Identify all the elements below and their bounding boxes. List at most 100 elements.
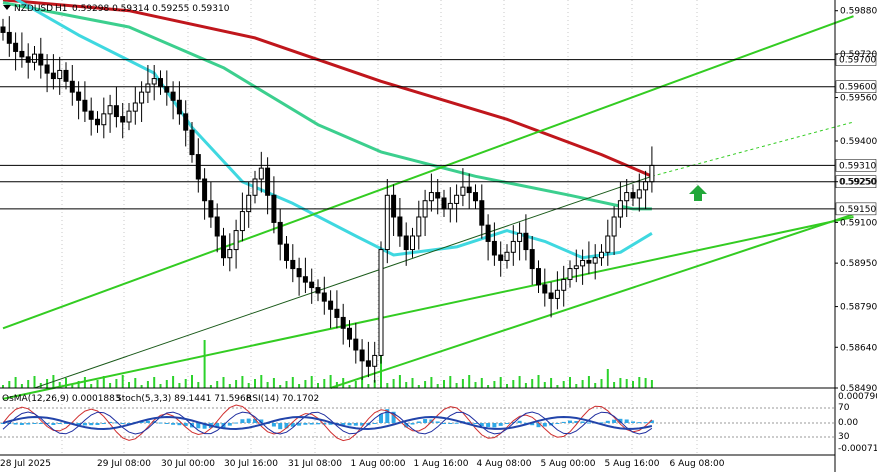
volume-bar [241, 376, 244, 388]
osma-bar [605, 420, 610, 423]
volume-bar [619, 378, 622, 388]
osma-bar [158, 422, 163, 424]
candle-body [113, 105, 119, 118]
candle-body [460, 186, 466, 196]
candle-body [32, 53, 37, 63]
osma-bar [114, 422, 119, 424]
volume-bar [606, 369, 609, 388]
candle-body [523, 232, 529, 251]
volume-bar [298, 384, 301, 388]
osma-bar [328, 423, 333, 425]
osma-bar [391, 411, 396, 423]
osma-bar [32, 423, 37, 424]
ohlc-label: 0.59298 0.59314 0.59255 0.59310 [72, 4, 230, 14]
price-tick-label: 0.59560 [840, 94, 877, 104]
volume-bar [430, 377, 433, 388]
osma-bar [492, 423, 497, 428]
volume-bar [493, 381, 496, 388]
candle-body [441, 197, 447, 210]
volume-bar [77, 381, 80, 388]
osma-bar [574, 421, 579, 423]
volume-bar [71, 385, 74, 388]
volume-bar [165, 380, 168, 388]
volume-bar [543, 382, 546, 388]
osma-bar [64, 423, 68, 424]
candle-body [19, 50, 25, 58]
volume-bar [449, 376, 452, 388]
volume-bar [537, 375, 540, 388]
candle-body [580, 259, 586, 267]
candle-body [189, 129, 195, 156]
osma-bar [38, 423, 43, 424]
osma-bar [290, 423, 295, 427]
volume-bar [474, 382, 477, 388]
candle-body [290, 259, 296, 270]
candle-body [548, 292, 554, 299]
osma-bar [523, 422, 528, 424]
candle-body [586, 259, 592, 264]
volume-bar [285, 381, 288, 388]
osma-bar [183, 423, 188, 427]
volume-bar [317, 383, 319, 388]
osma-bar [82, 423, 87, 426]
osma-bar [278, 423, 283, 430]
candle-body [221, 235, 226, 259]
osma-bar [322, 423, 327, 425]
osma-bar [448, 423, 453, 424]
candle-body [384, 194, 390, 251]
candle-body [126, 110, 132, 123]
osma-bar [473, 423, 478, 424]
volume-bar [506, 384, 508, 388]
volume-bar [146, 381, 149, 388]
candle-body [44, 64, 50, 74]
collapse-arrow-icon[interactable] [3, 5, 11, 10]
osma-bar [145, 420, 150, 423]
osma-bar [505, 423, 509, 424]
volume-bar [178, 383, 181, 388]
osma-bar [101, 423, 106, 424]
candle-body [76, 91, 82, 101]
volume-bar [480, 378, 483, 388]
osma-bar [234, 422, 239, 424]
osma-bar [51, 423, 56, 425]
osma-bar [341, 423, 346, 426]
osma-bar [467, 422, 472, 424]
candle-body [397, 216, 403, 237]
volume-bar [254, 379, 256, 388]
candle-body [485, 224, 491, 242]
volume-bar [58, 382, 61, 388]
candle-body [636, 189, 642, 199]
candle-body [164, 86, 170, 93]
osma-bar [26, 423, 31, 425]
time-tick-label: 1 Aug 00:00 [351, 459, 406, 469]
osma-bar [19, 423, 24, 425]
volume-bar [247, 383, 250, 388]
volume-bar [96, 380, 99, 388]
volume-bar [417, 385, 420, 388]
osma-bar [542, 423, 547, 427]
volume-bar [575, 384, 578, 388]
volume-bar [20, 384, 23, 388]
candle-body [347, 327, 352, 340]
candle-body [309, 281, 315, 289]
candle-body [435, 192, 441, 199]
price-level-label: 0.59150 [839, 205, 876, 215]
candle-body [170, 91, 176, 101]
volume-bar [197, 382, 200, 388]
osma-bar [196, 423, 201, 429]
candle-body [107, 105, 113, 115]
indicator-axis-label: 0.00 [838, 418, 858, 428]
channel-line [330, 213, 854, 389]
candle-body [504, 251, 510, 261]
volume-bar [209, 385, 212, 388]
volume-bar [159, 384, 162, 388]
volume-bar [279, 385, 282, 388]
candle-body [277, 221, 283, 245]
candle-body [321, 292, 327, 302]
osma-bar [284, 423, 289, 429]
osma-bar [586, 422, 591, 424]
candle-body [302, 276, 308, 283]
candle-body [252, 178, 258, 196]
time-tick-label: 29 Jul 08:00 [97, 459, 151, 469]
